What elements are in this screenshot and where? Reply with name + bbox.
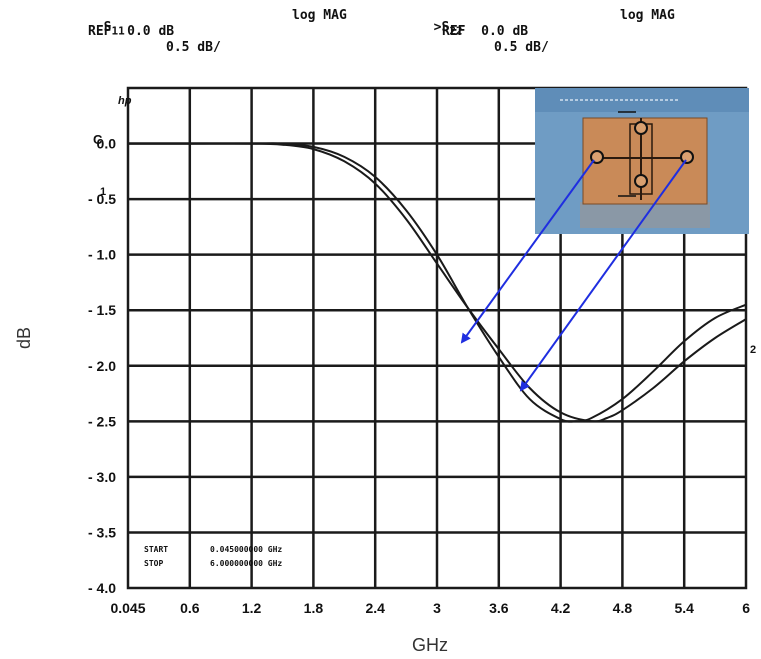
y-tick-label: 0.0	[97, 136, 117, 152]
y-axis-label: dB	[14, 327, 34, 349]
x-tick-label: 5.4	[674, 600, 694, 616]
s11-format: log MAG	[292, 8, 347, 23]
y-tick-label: - 3.5	[88, 524, 116, 540]
y-tick-label: - 2.5	[88, 413, 116, 429]
reference-marker: 1	[100, 186, 106, 198]
start-value: 0.045000000 GHz	[210, 545, 282, 554]
s11-port-arrow	[460, 159, 595, 344]
x-tick-label: 0.045	[110, 600, 145, 616]
s11-param-sub: 11	[111, 24, 125, 38]
y-tick-label: - 1.0	[88, 247, 116, 263]
s22-param-sub: 22	[449, 24, 463, 38]
traces	[128, 142, 747, 423]
s11-param-label: S11	[88, 5, 125, 38]
s11-scale: 0.5 dB/	[166, 40, 221, 55]
s11-ref: REF 0.0 dB	[88, 24, 175, 39]
x-axis-label: GHz	[412, 635, 448, 655]
start-label: START	[144, 545, 168, 554]
trace-s11	[128, 142, 747, 423]
x-tick-label: 2.4	[365, 600, 385, 616]
c-mark: C	[93, 132, 103, 147]
x-tick-labels: 0.045 0.6 1.2 1.8 2.4 3 3.6 4.2 4.8 5.4 6	[110, 600, 750, 616]
x-tick-label: 6	[742, 600, 750, 616]
right-marker: 2	[750, 344, 756, 356]
x-tick-label: 1.2	[242, 600, 262, 616]
s22-port-arrow	[519, 159, 687, 392]
y-tick-label: - 4.0	[88, 580, 116, 596]
s22-format: log MAG	[620, 8, 675, 23]
device-photo-inset	[535, 88, 749, 234]
y-tick-label: - 0.5	[88, 191, 116, 207]
trace-s22	[128, 142, 747, 423]
s11-param: S	[103, 20, 112, 35]
stop-value: 6.000000000 GHz	[210, 559, 282, 568]
y-tick-label: - 1.5	[88, 302, 116, 318]
y-tick-label: - 3.0	[88, 469, 116, 485]
x-tick-label: 3	[433, 600, 441, 616]
x-tick-label: 1.8	[304, 600, 324, 616]
x-tick-label: 4.8	[613, 600, 633, 616]
x-tick-label: 0.6	[180, 600, 200, 616]
y-tick-label: - 2.0	[88, 358, 116, 374]
y-tick-labels: 0.0 - 0.5 - 1.0 - 1.5 - 2.0 - 2.5 - 3.0 - 3.5 - …	[88, 136, 116, 596]
s22-scale: 0.5 dB/	[494, 40, 549, 55]
x-tick-label: 3.6	[489, 600, 509, 616]
hp-mark: hp	[118, 95, 132, 107]
x-tick-label: 4.2	[551, 600, 571, 616]
s22-ref: REF 0.0 dB	[442, 24, 529, 39]
s22-param-label: >S22	[418, 5, 463, 38]
s22-param: >S	[433, 20, 450, 35]
stop-label: STOP	[144, 559, 163, 568]
